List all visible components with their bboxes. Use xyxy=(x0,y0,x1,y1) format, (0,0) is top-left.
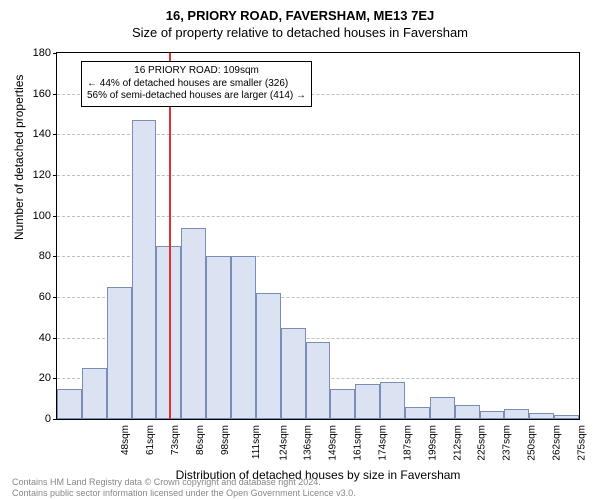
x-tick-label: 48sqm xyxy=(120,421,131,455)
x-tick-label: 199sqm xyxy=(427,421,438,461)
y-tick-label: 160 xyxy=(33,88,57,100)
y-tick-label: 140 xyxy=(33,128,57,140)
histogram-bar xyxy=(107,287,132,419)
footer-attribution: Contains HM Land Registry data © Crown c… xyxy=(12,477,356,498)
histogram-bar xyxy=(504,409,529,419)
x-tick-label: 275sqm xyxy=(576,421,587,461)
footer-line1: Contains HM Land Registry data © Crown c… xyxy=(12,477,356,487)
annotation-line3: 56% of semi-detached houses are larger (… xyxy=(87,90,306,103)
y-tick-label: 180 xyxy=(33,47,57,59)
histogram-bar xyxy=(206,256,231,419)
histogram-bar xyxy=(455,405,480,419)
y-tick-label: 60 xyxy=(39,291,57,303)
x-tick-label: 111sqm xyxy=(251,421,262,459)
histogram-bar xyxy=(281,328,306,420)
histogram-bar xyxy=(529,413,554,419)
histogram-bar xyxy=(405,407,430,419)
x-tick-label: 149sqm xyxy=(328,421,339,461)
histogram-bar xyxy=(430,397,455,419)
histogram-bar xyxy=(57,389,82,420)
histogram-bar xyxy=(256,293,281,419)
chart-plot-area: 02040608010012014016018048sqm61sqm73sqm8… xyxy=(56,52,580,420)
x-tick-label: 237sqm xyxy=(502,421,513,461)
y-axis-label: Number of detached properties xyxy=(12,75,26,240)
footer-line2: Contains public sector information licen… xyxy=(12,488,356,498)
y-tick-label: 120 xyxy=(33,169,57,181)
x-tick-label: 136sqm xyxy=(303,421,314,461)
x-tick-label: 225sqm xyxy=(477,421,488,461)
histogram-bar xyxy=(82,368,107,419)
x-tick-label: 250sqm xyxy=(527,421,538,461)
histogram-bar xyxy=(380,382,405,419)
chart-subtitle: Size of property relative to detached ho… xyxy=(0,23,600,40)
x-tick-label: 174sqm xyxy=(377,421,388,461)
x-tick-label: 161sqm xyxy=(353,421,364,461)
histogram-bar xyxy=(306,342,331,419)
annotation-line1: 16 PRIORY ROAD: 109sqm xyxy=(87,65,306,78)
x-tick-label: 98sqm xyxy=(220,421,231,455)
histogram-bar xyxy=(554,415,579,419)
y-tick-label: 0 xyxy=(45,413,57,425)
page-title: 16, PRIORY ROAD, FAVERSHAM, ME13 7EJ xyxy=(0,0,600,23)
x-tick-label: 86sqm xyxy=(195,421,206,455)
x-tick-label: 212sqm xyxy=(452,421,463,461)
histogram-bar xyxy=(132,120,157,419)
y-tick-label: 20 xyxy=(39,372,57,384)
x-tick-label: 61sqm xyxy=(145,421,156,455)
histogram-bar xyxy=(181,228,206,419)
histogram-bar xyxy=(330,389,355,420)
annotation-line2: ← 44% of detached houses are smaller (32… xyxy=(87,78,306,91)
reference-line xyxy=(169,53,171,419)
histogram-bar xyxy=(480,411,505,419)
y-tick-label: 40 xyxy=(39,332,57,344)
x-tick-label: 187sqm xyxy=(402,421,413,461)
x-tick-label: 73sqm xyxy=(170,421,181,455)
annotation-box: 16 PRIORY ROAD: 109sqm ← 44% of detached… xyxy=(81,61,312,107)
histogram-bar xyxy=(231,256,256,419)
y-tick-label: 80 xyxy=(39,250,57,262)
x-tick-label: 124sqm xyxy=(278,421,289,461)
x-tick-label: 262sqm xyxy=(551,421,562,461)
y-tick-label: 100 xyxy=(33,210,57,222)
histogram-bar xyxy=(355,384,380,419)
